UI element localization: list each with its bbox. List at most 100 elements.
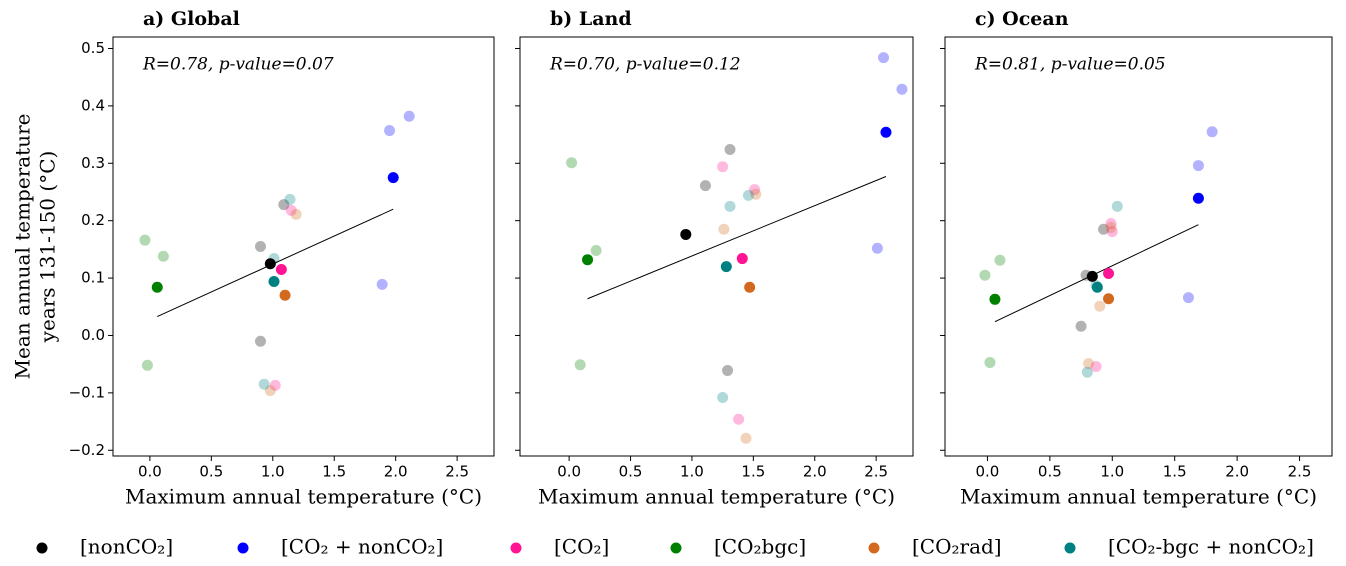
member-point [717,391,729,403]
y-tick-label: 0.2 [81,211,105,229]
member-point [749,184,761,196]
mean-point [1103,267,1115,279]
member-point [984,356,996,368]
fit-line [587,176,887,300]
x-tick-label: 0.0 [976,463,1000,481]
member-point [1090,360,1102,372]
member-point [724,143,736,155]
x-tick-label: 1.0 [1100,463,1124,481]
x-axis-label: Maximum annual temperature (°C) [538,485,895,509]
member-point [258,378,270,390]
member-point [290,208,302,220]
member-point [1083,358,1095,370]
legend-label: [nonCO₂] [80,535,173,559]
x-tick-label: 0.5 [199,463,223,481]
member-point [254,241,266,252]
annotation: R=0.78, p-value=0.07 [142,55,334,75]
member-point [750,188,762,200]
x-tick-label: 1.5 [322,463,346,481]
member-point [1206,126,1218,138]
plot-frame [519,36,914,457]
member-point [742,189,754,201]
legend-marker [670,542,682,554]
member-point [264,385,276,397]
legend-label: [CO₂bgc] [714,535,806,559]
mean-point [1192,192,1204,204]
member-point [1105,218,1117,230]
member-point [722,364,734,376]
member-point [699,180,711,192]
x-tick-label: 1.0 [680,463,704,481]
x-tick-label: 0.5 [619,463,643,481]
x-tick-label: 0.5 [1038,463,1062,481]
member-point [1105,222,1117,234]
mean-point [268,276,280,288]
y-tick-label: 0.5 [81,39,105,57]
member-point [590,245,602,257]
mean-point [1086,270,1098,282]
member-point [1094,300,1106,312]
mean-point [1091,281,1103,293]
member-point [1106,226,1118,238]
mean-point [680,228,692,240]
member-point [141,359,153,371]
y-tick-label: 0.0 [81,326,105,344]
member-point [376,278,388,290]
member-point [285,204,297,216]
panel-title: b) Land [550,8,632,30]
y-tick-label: −0.2 [69,441,105,459]
member-point [284,193,296,205]
x-tick-label: 1.5 [741,463,765,481]
member-point [269,379,281,391]
member-point [740,432,752,444]
legend-label: [CO₂-bgc + nonCO₂] [1108,535,1314,559]
member-point [724,200,736,212]
member-point [1081,366,1093,378]
legend-label: [CO₂ + nonCO₂] [281,535,443,559]
plot-frame [112,36,495,457]
annotation: R=0.70, p-value=0.12 [549,55,741,75]
member-point [139,234,151,246]
member-point [733,413,745,425]
mean-point [880,126,892,138]
member-point [384,125,396,137]
mean-point [720,261,732,273]
legend-marker [237,542,249,554]
y-axis-label: Mean annual temperature [11,114,35,380]
x-axis-label: Maximum annual temperature (°C) [125,485,482,509]
legend-marker [36,542,48,554]
y-tick-label: 0.3 [81,154,105,172]
member-point [278,199,290,211]
x-tick-label: 1.5 [1163,463,1187,481]
member-point [979,269,991,281]
member-point [1182,292,1194,304]
member-point [254,335,266,347]
legend-marker [868,542,880,554]
member-point [878,52,890,64]
x-tick-label: 1.0 [261,463,285,481]
member-point [1075,320,1087,332]
member-point [717,161,729,173]
member-point [157,250,169,262]
annotation: R=0.81, p-value=0.05 [974,55,1166,75]
mean-point [275,263,287,275]
member-point [994,254,1006,266]
legend-label: [CO₂rad] [912,535,1002,559]
panel-title: c) Ocean [975,8,1069,30]
y-axis-label: years 131-150 (°C) [36,151,60,344]
x-tick-label: 2.0 [803,463,827,481]
x-tick-label: 2.0 [384,463,408,481]
member-point [718,223,730,235]
y-tick-label: −0.1 [69,383,105,401]
mean-point [279,289,291,301]
mean-point [151,281,163,293]
legend-label: [CO₂] [554,535,609,559]
x-tick-label: 0.0 [557,463,581,481]
member-point [403,110,415,122]
x-axis-label: Maximum annual temperature (°C) [960,485,1317,509]
member-point [574,359,586,371]
member-point [896,83,908,95]
x-tick-label: 2.5 [445,463,469,481]
plot-frame [944,36,1333,457]
